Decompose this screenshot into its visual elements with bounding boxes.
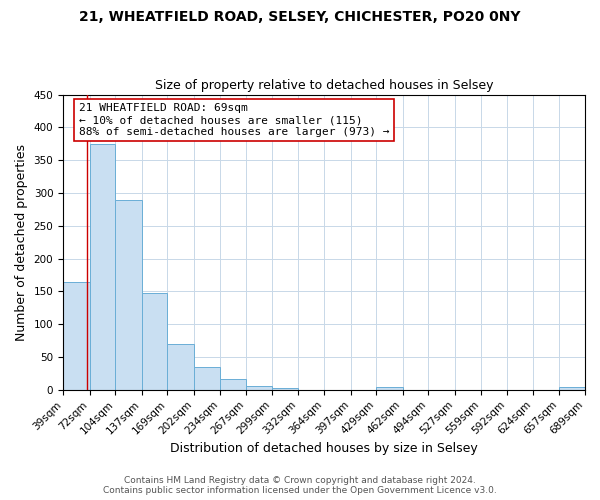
Y-axis label: Number of detached properties: Number of detached properties — [15, 144, 28, 340]
Bar — [167, 344, 194, 390]
Bar — [220, 380, 246, 390]
X-axis label: Distribution of detached houses by size in Selsey: Distribution of detached houses by size … — [170, 442, 478, 455]
Bar — [89, 144, 115, 390]
Bar — [559, 387, 585, 390]
Bar — [376, 387, 403, 390]
Bar — [115, 200, 142, 390]
Bar — [272, 388, 298, 390]
Bar — [63, 282, 89, 390]
Text: Contains HM Land Registry data © Crown copyright and database right 2024.
Contai: Contains HM Land Registry data © Crown c… — [103, 476, 497, 495]
Bar — [246, 386, 272, 390]
Bar — [142, 292, 167, 390]
Title: Size of property relative to detached houses in Selsey: Size of property relative to detached ho… — [155, 79, 493, 92]
Text: 21, WHEATFIELD ROAD, SELSEY, CHICHESTER, PO20 0NY: 21, WHEATFIELD ROAD, SELSEY, CHICHESTER,… — [79, 10, 521, 24]
Bar — [194, 367, 220, 390]
Text: 21 WHEATFIELD ROAD: 69sqm
← 10% of detached houses are smaller (115)
88% of semi: 21 WHEATFIELD ROAD: 69sqm ← 10% of detac… — [79, 104, 389, 136]
